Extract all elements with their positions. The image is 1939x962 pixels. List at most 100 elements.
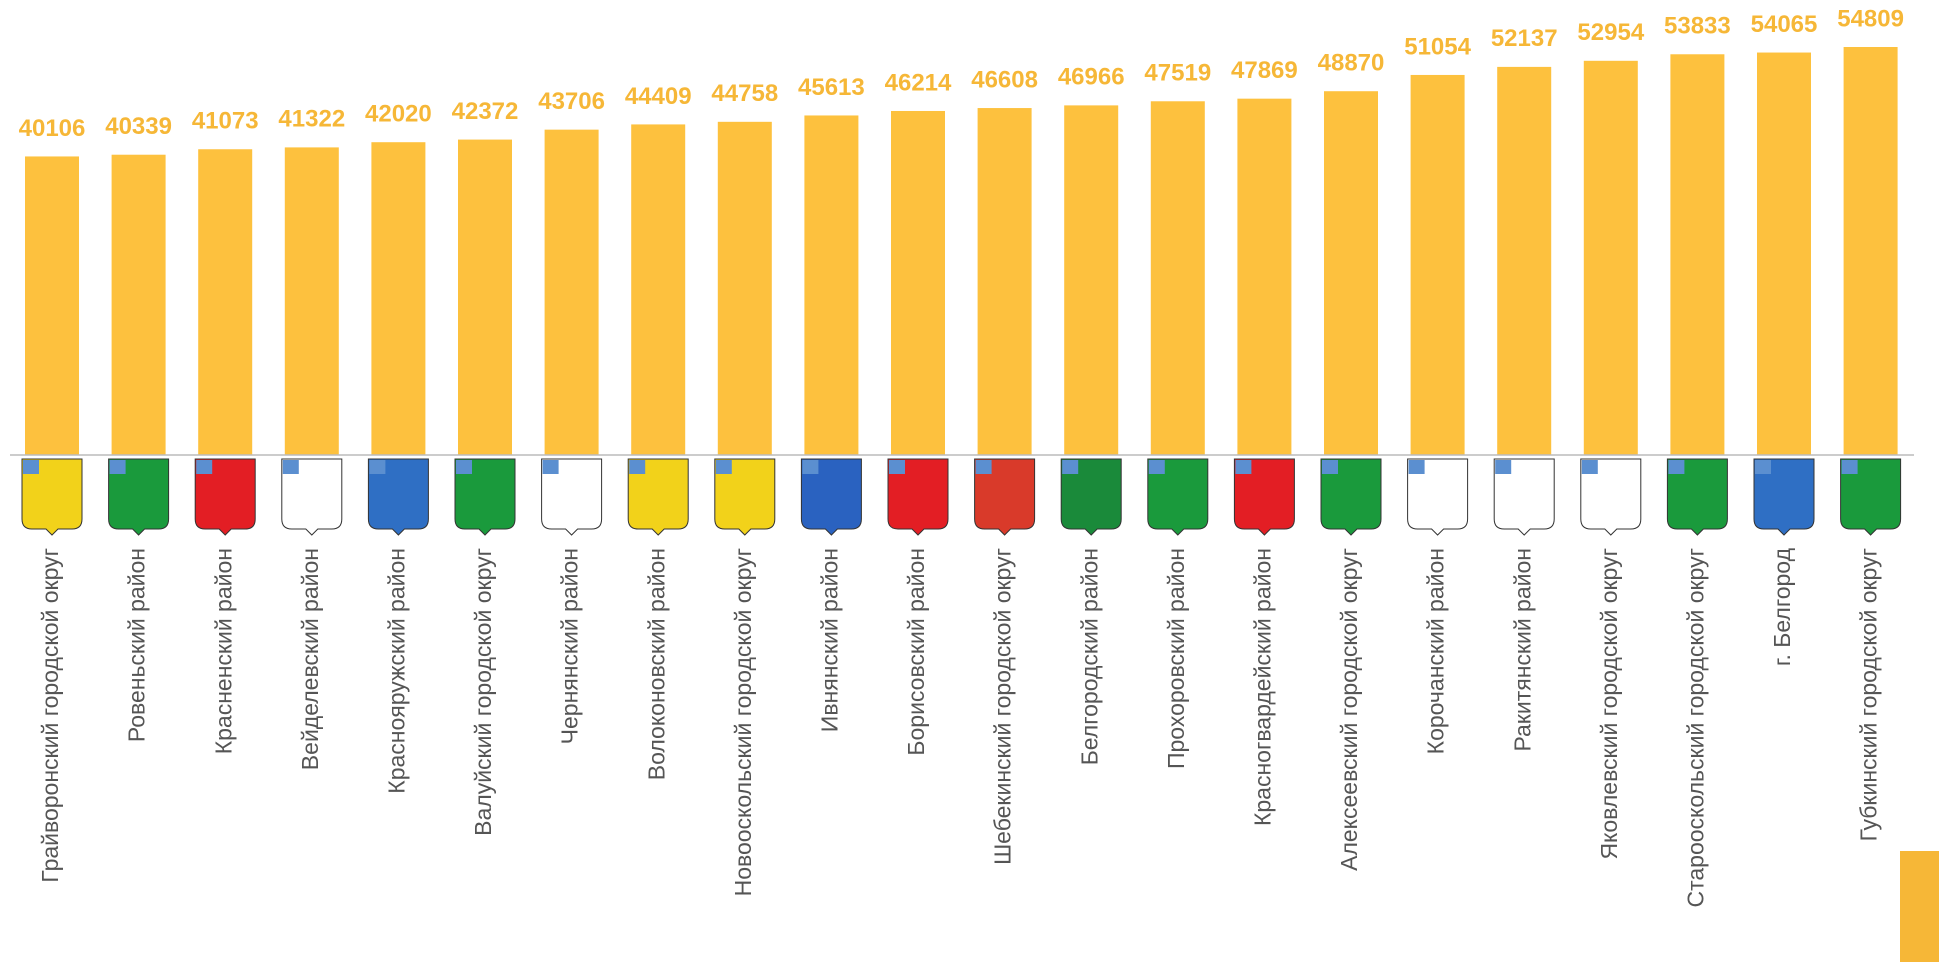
bar <box>198 149 253 456</box>
x-tick-label: Вейделевский район <box>297 548 323 770</box>
x-tick-label: Новооскольский городской округ <box>730 548 756 896</box>
bar <box>458 139 512 456</box>
x-tick-label: Валуйский городской округ <box>470 548 496 836</box>
emblem <box>1753 458 1815 536</box>
x-tick-label: Красногвардейский район <box>1249 548 1275 826</box>
emblem <box>1493 458 1555 536</box>
emblem <box>454 458 516 536</box>
bar <box>1843 47 1898 455</box>
emblem-canton <box>975 460 992 474</box>
emblem <box>1233 458 1295 536</box>
bar <box>544 129 599 455</box>
value-label: 46214 <box>885 69 952 96</box>
emblem-canton <box>542 460 559 474</box>
value-label: 52137 <box>1491 25 1558 52</box>
emblem-canton <box>1495 460 1512 474</box>
emblem <box>800 458 862 536</box>
x-tick-label: Красненский район <box>210 548 236 754</box>
value-label: 46608 <box>971 66 1038 93</box>
bar <box>631 124 686 456</box>
bar <box>717 121 772 455</box>
value-label: 52954 <box>1577 19 1644 46</box>
bar <box>891 110 945 456</box>
bar <box>977 108 1032 455</box>
value-label: 51054 <box>1404 33 1471 60</box>
bar <box>284 147 339 455</box>
x-tick-label: Краснояружский район <box>383 548 409 794</box>
x-tick-label: Ровеньский район <box>124 548 150 742</box>
emblem <box>1147 458 1209 536</box>
value-label: 47519 <box>1144 60 1211 87</box>
emblem <box>1666 458 1728 536</box>
x-tick-label: Губкинский городской округ <box>1856 548 1882 841</box>
emblem-canton <box>1841 460 1858 474</box>
emblem <box>1407 458 1469 536</box>
emblem-canton <box>109 460 126 474</box>
emblem-canton <box>1322 460 1338 474</box>
value-label: 46966 <box>1058 64 1125 91</box>
x-tick-label: Алексеевский городской округ <box>1336 548 1362 871</box>
value-label: 44758 <box>711 80 778 107</box>
emblem-canton <box>629 460 646 474</box>
emblem <box>974 458 1036 536</box>
value-label: 42372 <box>452 98 519 125</box>
emblem-canton <box>196 460 213 474</box>
x-tick-label: Волоконовский район <box>643 548 669 780</box>
value-label: 53833 <box>1664 13 1731 40</box>
emblem-canton <box>282 460 299 474</box>
x-tick-label: Борисовский район <box>903 548 929 756</box>
emblem-canton <box>1668 460 1685 474</box>
x-tick-label: Корочанский район <box>1423 548 1449 754</box>
bar <box>1237 98 1292 455</box>
emblem <box>281 458 343 536</box>
x-tick-label: Яковлевский городской округ <box>1596 548 1622 860</box>
bar <box>1583 60 1638 455</box>
bar <box>371 142 426 456</box>
emblem-canton <box>715 460 732 474</box>
value-label: 54809 <box>1837 5 1904 32</box>
value-label: 41322 <box>278 106 345 133</box>
bar <box>804 115 859 456</box>
bar <box>1670 54 1725 455</box>
x-tick-label: Грайворонский городской округ <box>37 548 63 883</box>
emblem <box>194 458 256 536</box>
x-tick-label: Белгородский район <box>1076 548 1102 765</box>
x-tick-label: г. Белгород <box>1769 547 1795 666</box>
value-label: 41073 <box>192 108 259 135</box>
value-label: 54065 <box>1751 11 1818 38</box>
value-label: 40106 <box>19 115 86 142</box>
value-label: 48870 <box>1318 50 1385 77</box>
emblem <box>1580 458 1642 536</box>
x-tick-label: Ивнянский район <box>816 548 842 732</box>
bar <box>1497 66 1552 456</box>
bar <box>1410 74 1465 456</box>
emblem-canton <box>1408 460 1425 474</box>
emblem-canton <box>369 460 386 474</box>
emblem <box>1320 458 1382 536</box>
emblem-canton <box>1148 460 1165 474</box>
emblem <box>21 458 83 536</box>
emblem <box>108 458 170 536</box>
x-tick-label: Шебекинский городской округ <box>990 548 1016 865</box>
emblem <box>627 458 689 536</box>
emblem <box>367 458 429 536</box>
emblem-canton <box>1062 460 1079 474</box>
bar <box>25 156 79 455</box>
emblem-canton <box>1755 460 1771 474</box>
bar <box>1324 91 1378 455</box>
page-corner-tab <box>1900 851 1939 962</box>
bar <box>1064 105 1119 456</box>
emblem-canton <box>889 460 905 474</box>
emblem <box>714 458 776 536</box>
emblem-canton <box>456 460 472 474</box>
emblem-canton <box>23 460 39 474</box>
bar <box>1150 101 1205 455</box>
emblem <box>887 458 949 536</box>
value-label: 47869 <box>1231 57 1298 84</box>
value-label: 45613 <box>798 74 865 101</box>
emblem-canton <box>1235 460 1252 474</box>
value-label: 44409 <box>625 83 692 110</box>
bar <box>111 154 166 455</box>
emblem-canton <box>802 460 819 474</box>
